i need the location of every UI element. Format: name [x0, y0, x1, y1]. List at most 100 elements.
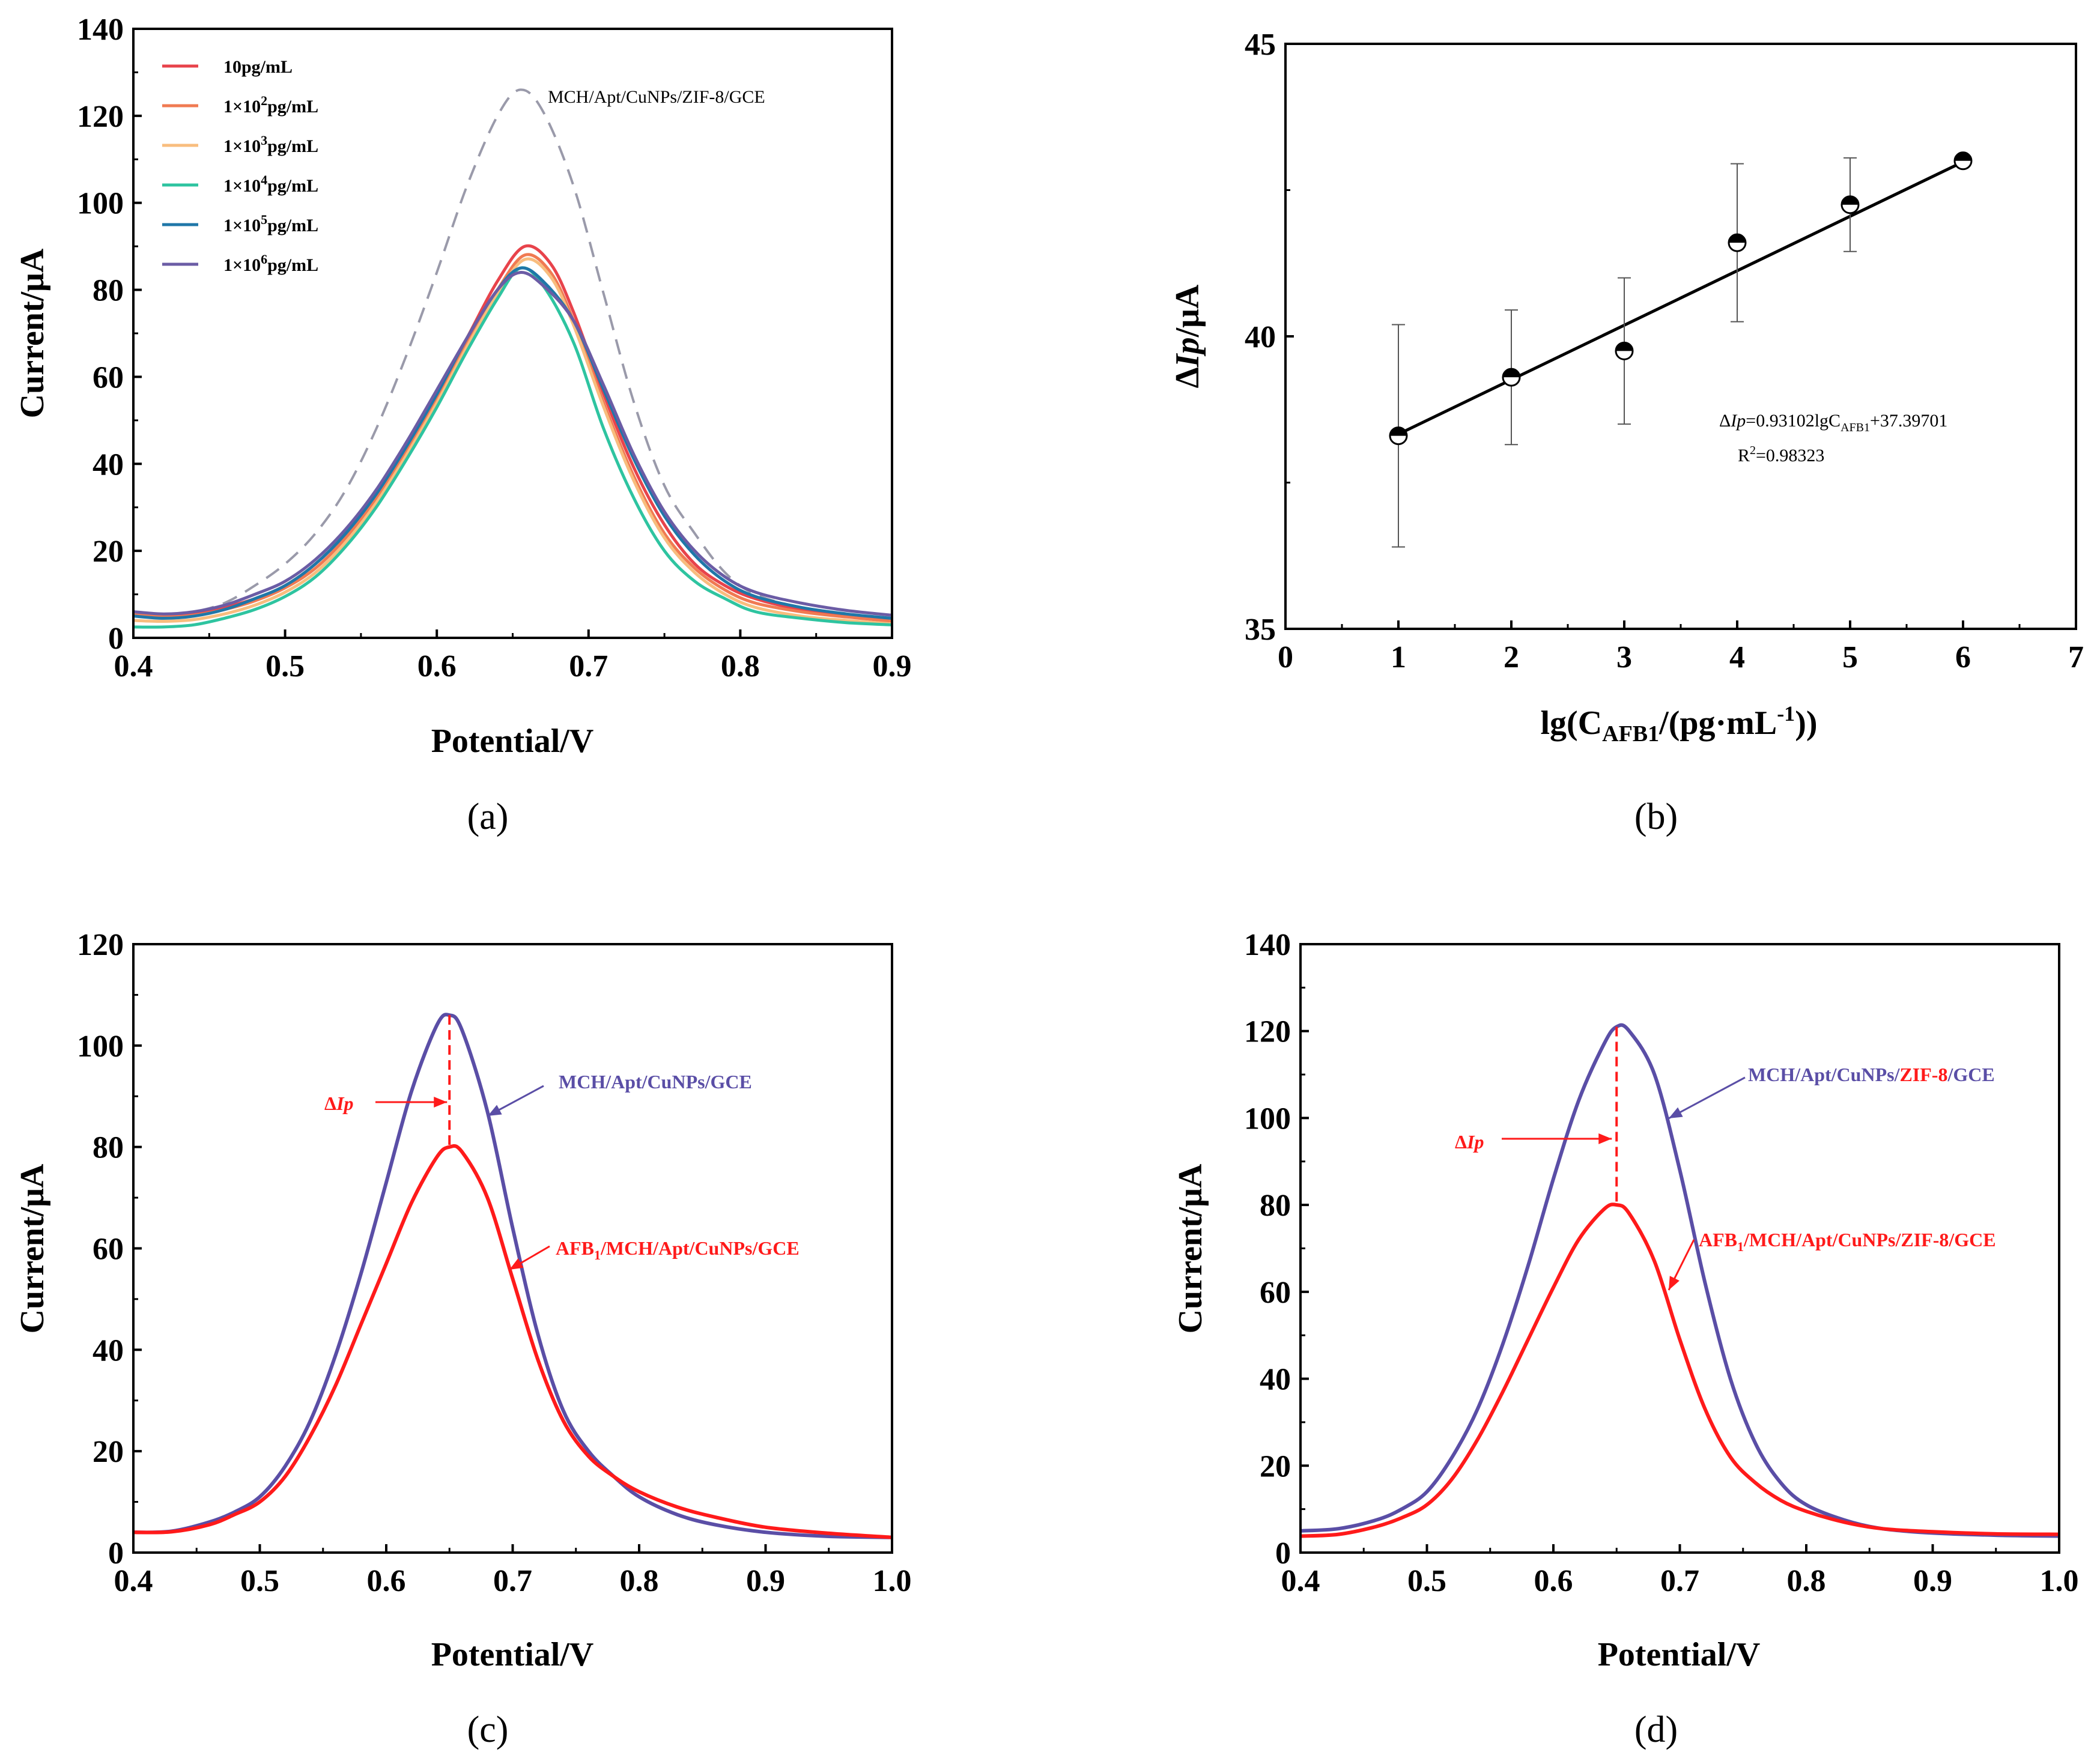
panel-b-point-fill-0: [1390, 427, 1407, 436]
panel-a-reference-curve: [148, 88, 893, 620]
panel-b-point-fill-3: [1729, 234, 1746, 243]
panel-d-y-title: Current/μA: [1172, 1163, 1209, 1333]
panel-b-y-tick-label: 35: [1245, 613, 1276, 647]
panel-a-x-title: Potential/V: [431, 723, 594, 760]
panel-c-x-tick-label: 0.7: [493, 1564, 532, 1598]
panel-d-y-tick-label: 0: [1275, 1536, 1291, 1571]
panel-d-delta-arrow-head: [1598, 1133, 1612, 1144]
panel-c-series-0: [133, 1013, 893, 1539]
panel-b-y-tick-label: 45: [1245, 28, 1276, 62]
panel-d-y-tick-label: 80: [1260, 1189, 1291, 1223]
panel-d-x-tick-label: 0.9: [1913, 1564, 1952, 1598]
panel-a-x-tick-label: 0.7: [569, 649, 608, 683]
panel-c-y-tick-label: 0: [108, 1536, 124, 1571]
panel-b-point-fill-4: [1842, 196, 1859, 205]
panel-a-y-tick-label: 0: [108, 622, 124, 656]
panel-a-reference-label: MCH/Apt/CuNPs/ZIF-8/GCE: [548, 87, 765, 107]
panel-d-series-0: [1300, 1023, 2060, 1538]
panel-b-x-tick-label: 6: [1955, 640, 1971, 674]
panel-b-x-tick-label: 5: [1842, 640, 1858, 674]
panel-b-x-tick-label: 4: [1729, 640, 1745, 674]
panel-c-y-title: Current/μA: [14, 1163, 51, 1333]
panel-a-curves: [133, 88, 893, 629]
panel-a-y-tick-label: 60: [93, 360, 124, 395]
panel-c-y-tick-label: 80: [93, 1131, 124, 1165]
panel-d-y-tick-label: 140: [1244, 928, 1291, 962]
panel-a-y-tick-label: 20: [93, 535, 124, 569]
panel-b-fit-line: [1397, 160, 1964, 436]
panel-a-x-tick-label: 0.6: [417, 649, 457, 683]
panel-b-x-title: lg(CAFB1/(pg·mL-1)): [1541, 702, 1818, 747]
panel-d-label: (d): [1634, 1709, 1678, 1750]
panel-d-upper-arrow-shaft: [1668, 1076, 1746, 1120]
panel-c-delta-arrow-head: [434, 1097, 448, 1108]
panel-a-y-tick-label: 140: [77, 13, 124, 47]
legend-label-a3: 1×104pg/mL: [223, 172, 318, 196]
panel-b-x-tick-label: 0: [1278, 640, 1293, 674]
panel-c-ticks: 0.4 0.5 0.6 0.7 0.8 0.9 1.0 0 20 40 60 80 100 120: [77, 928, 912, 1598]
panel-d-y-tick-label: 40: [1260, 1363, 1291, 1397]
panel-d-x-tick-label: 0.8: [1787, 1564, 1826, 1598]
panel-c-curves: [133, 1013, 893, 1539]
panel-d-upper-label: MCH/Apt/CuNPs/ZIF-8/GCE: [1748, 1064, 1995, 1085]
panel-a-series-3: [133, 266, 893, 629]
panel-d-annotations: ΔIp MCH/Apt/CuNPs/ZIF-8/GCE AFB1/MCH/Apt…: [1455, 1026, 1996, 1291]
panel-b-point-1: [1502, 368, 1521, 387]
panel-c-upper-label: MCH/Apt/CuNPs/GCE: [559, 1071, 752, 1093]
panel-b-point-2: [1615, 341, 1634, 360]
panel-a-y-tick-label: 40: [93, 447, 124, 482]
legend-label-a1: 1×102pg/mL: [223, 93, 318, 117]
panel-d-y-tick-label: 20: [1260, 1449, 1291, 1484]
panel-b-point-4: [1841, 195, 1860, 214]
legend-label-a5: 1×106pg/mL: [223, 252, 318, 275]
panel-c-x-tick-label: 0.4: [114, 1564, 153, 1598]
panel-d-x-tick-label: 1.0: [2040, 1564, 2079, 1598]
panel-a-series-1: [133, 253, 893, 623]
panel-a-x-tick-label: 0.4: [114, 649, 153, 683]
panel-b-equation: ΔIp=0.93102lgCAFB1+37.39701: [1719, 411, 1947, 434]
panel-d-lower-arrow-head: [1669, 1276, 1680, 1290]
panel-d-x-tick-label: 0.5: [1407, 1564, 1446, 1598]
panel-b-fit-layer: [1397, 160, 1964, 436]
panel-a-chart: 0.4 0.5 0.6 0.7 0.8 0.9 0 20 40 60 80 100 120 140 10p…: [14, 13, 912, 837]
panel-d-x-tick-label: 0.7: [1660, 1564, 1699, 1598]
panel-b-point-0: [1389, 426, 1408, 446]
panel-d-y-tick-label: 60: [1260, 1276, 1291, 1310]
panel-d-y-tick-label: 100: [1244, 1102, 1291, 1136]
panel-a-y-title: Current/μA: [14, 248, 51, 418]
panel-d-ticks: 0.4 0.5 0.6 0.7 0.8 0.9 1.0 0 20 40 60 80 100 120 140: [1244, 928, 2079, 1598]
panel-c-chart: 0.4 0.5 0.6 0.7 0.8 0.9 1.0 0 20 40 60 80 100 120 ΔIp…: [14, 928, 912, 1750]
panel-d-curves: [1300, 1023, 2060, 1538]
legend-label-a4: 1×105pg/mL: [223, 212, 318, 235]
panel-b-x-tick-label: 3: [1616, 640, 1632, 674]
panel-d-lower-label: AFB1/MCH/Apt/CuNPs/ZIF-8/GCE: [1699, 1229, 1996, 1254]
panel-a-x-tick-label: 0.5: [266, 649, 305, 683]
panel-c-x-tick-label: 1.0: [873, 1564, 912, 1598]
panel-c-y-tick-label: 60: [93, 1232, 124, 1267]
panel-b-label: (b): [1634, 796, 1678, 837]
panel-c-annotations: ΔIp MCH/Apt/CuNPs/GCE AFB1/MCH/Apt/CuNPs…: [324, 1015, 800, 1271]
panel-a-legend: 10pg/mL 1×102pg/mL 1×103pg/mL 1×104pg/mL…: [162, 57, 318, 275]
panel-b-y-tick-label: 40: [1245, 320, 1276, 354]
legend-label-a2: 1×103pg/mL: [223, 133, 318, 156]
panel-c-lower-label: AFB1/MCH/Apt/CuNPs/GCE: [556, 1237, 800, 1262]
panel-b-x-tick-label: 2: [1504, 640, 1519, 674]
panel-a-series-4: [133, 266, 893, 620]
panel-c-series-1: [133, 1144, 893, 1539]
panel-c-upper-arrow-head: [488, 1105, 502, 1116]
legend-label-a0: 10pg/mL: [223, 57, 293, 77]
panel-a-x-tick-label: 0.9: [873, 649, 912, 683]
panel-a-ticks: 0.4 0.5 0.6 0.7 0.8 0.9 0 20 40 60 80 100 120 140: [77, 13, 912, 683]
panel-a-x-tick-label: 0.8: [721, 649, 760, 683]
panel-a-series-5: [133, 271, 893, 617]
panel-d-delta-label: ΔIp: [1455, 1131, 1484, 1153]
panel-b-point-5: [1953, 151, 1973, 171]
panel-b-point-3: [1728, 233, 1747, 252]
panel-c-lower-arrow-head: [509, 1258, 524, 1270]
panel-d-y-tick-label: 120: [1244, 1015, 1291, 1049]
panel-d-series-1: [1300, 1202, 2060, 1538]
panel-b-point-fill-2: [1616, 342, 1633, 351]
panel-c-y-tick-label: 120: [77, 928, 124, 962]
panel-b-y-title: ΔIp/μA: [1169, 284, 1206, 388]
panel-b-point-fill-5: [1955, 152, 1971, 161]
